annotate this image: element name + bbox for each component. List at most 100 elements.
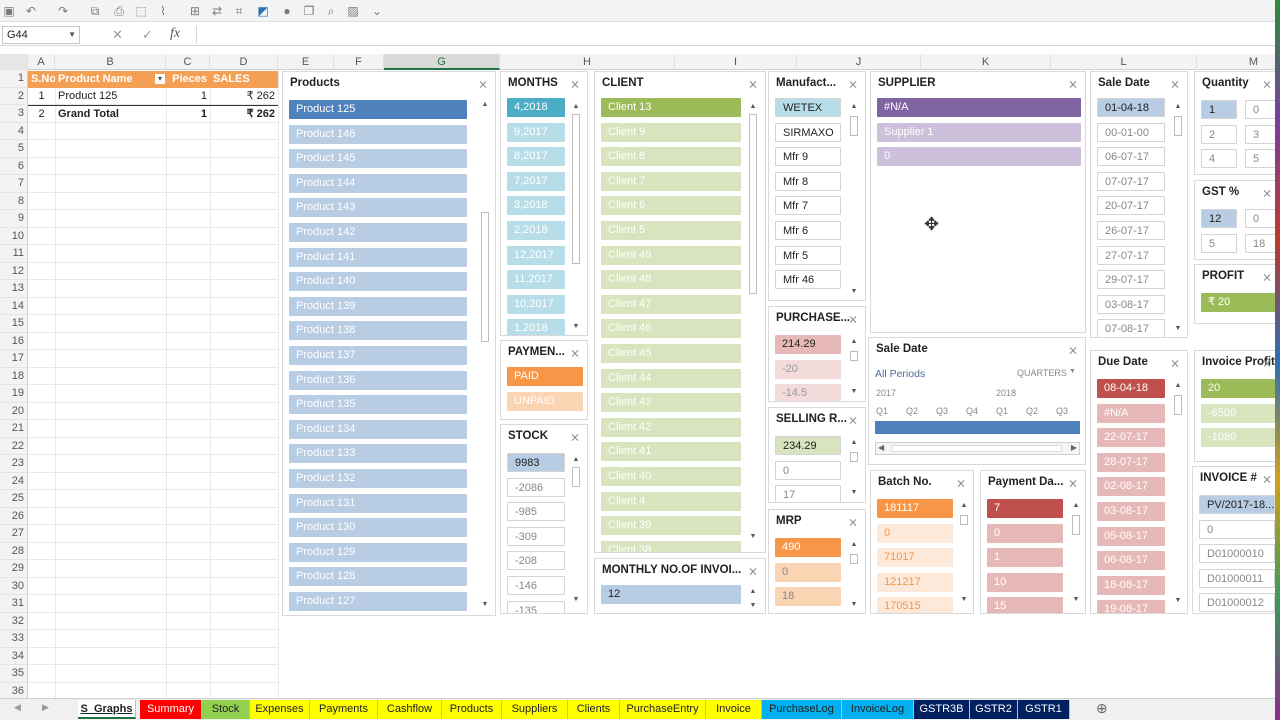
timeline-scrollbar[interactable]: ◀ ▶ xyxy=(875,442,1080,455)
scroll-down-icon[interactable]: ▼ xyxy=(1174,325,1182,332)
scroll-up-icon[interactable]: ▲ xyxy=(850,541,858,548)
row-header[interactable]: 11 xyxy=(0,245,28,263)
slicer-scrollbar[interactable]: ▲ ▼ xyxy=(959,501,969,605)
slicer-item[interactable]: Product 142 xyxy=(289,223,467,242)
row-header[interactable]: 10 xyxy=(0,228,28,245)
slicer-item[interactable]: 06-08-17 xyxy=(1097,551,1165,571)
row-header[interactable]: 21 xyxy=(0,420,28,438)
slicer-item[interactable]: -309 xyxy=(507,526,565,546)
slicer-item[interactable]: Client 6 xyxy=(601,196,741,216)
scroll-up-icon[interactable]: ▲ xyxy=(850,439,858,446)
slicer-item[interactable]: 10 xyxy=(987,572,1063,592)
clear-filter-icon[interactable]: ⨯ xyxy=(1261,356,1272,370)
row-header[interactable]: 9 xyxy=(0,210,28,228)
name-box[interactable]: G44 ▼ xyxy=(2,26,80,44)
clear-filter-icon[interactable]: ⨯ xyxy=(569,77,580,91)
scroll-thumb[interactable] xyxy=(572,114,580,264)
col-header[interactable]: H xyxy=(500,54,675,70)
col-header[interactable]: K xyxy=(921,54,1051,70)
cancel-icon[interactable]: ✕ xyxy=(112,27,123,42)
slicer-item[interactable]: Product 128 xyxy=(289,567,467,587)
scroll-up-icon[interactable]: ▲ xyxy=(481,101,489,108)
slicer-item[interactable]: 0 xyxy=(1245,100,1279,119)
slicer-item[interactable]: 2 xyxy=(1201,124,1237,144)
slicer-item[interactable]: Product 140 xyxy=(289,272,467,292)
scroll-up-icon[interactable]: ▲ xyxy=(850,103,858,110)
row-header[interactable]: 20 xyxy=(0,403,28,420)
quarter-label[interactable]: Q3 xyxy=(936,406,949,416)
slicer-item[interactable]: -6500 xyxy=(1201,403,1277,423)
scroll-down-icon[interactable]: ▼ xyxy=(749,602,757,609)
slicer-item[interactable]: 15 xyxy=(987,597,1063,613)
slicer-item[interactable]: 170515 xyxy=(877,597,953,613)
slicer-item[interactable]: -1080 xyxy=(1201,428,1277,448)
slicer-item[interactable]: WETEX xyxy=(775,98,841,117)
slicer-item[interactable]: Client 42 xyxy=(601,417,741,437)
clear-filter-icon[interactable]: ⨯ xyxy=(1261,77,1272,91)
slicer-item[interactable]: 0 xyxy=(1199,519,1275,539)
sheet-tab[interactable]: PurchaseEntry xyxy=(620,700,706,719)
screenshot-icon[interactable]: ◩ xyxy=(257,4,269,18)
scroll-up-icon[interactable]: ▲ xyxy=(960,502,968,509)
row-header[interactable]: 12 xyxy=(0,263,28,280)
slicer-scrollbar[interactable]: ▲ ▼ xyxy=(748,102,758,542)
slicer-item[interactable]: Client 49 xyxy=(601,245,741,265)
slicer-item[interactable]: 234.29 xyxy=(775,436,841,455)
row-header[interactable]: 25 xyxy=(0,490,28,508)
slicer-item[interactable]: Client 45 xyxy=(601,344,741,363)
scroll-down-icon[interactable]: ▼ xyxy=(572,596,580,603)
scroll-thumb[interactable] xyxy=(749,114,757,294)
formula-input[interactable] xyxy=(196,26,1276,44)
slicer-item[interactable]: 05-08-17 xyxy=(1097,526,1165,546)
slicer-item[interactable]: Product 143 xyxy=(289,198,467,218)
slicer-item[interactable]: Product 125 xyxy=(289,100,467,119)
slicer-item[interactable]: 07-08-17 xyxy=(1097,319,1165,337)
row-header[interactable]: 27 xyxy=(0,525,28,543)
slicer-item[interactable]: 20-07-17 xyxy=(1097,196,1165,216)
sheet-tab[interactable]: Stock xyxy=(202,700,250,719)
slicer-item[interactable]: Client 39 xyxy=(601,516,741,536)
slicer-item[interactable]: PAID xyxy=(507,367,583,386)
slicer-item[interactable]: 490 xyxy=(775,538,841,557)
slicer-item[interactable]: 1 xyxy=(987,548,1063,568)
slicer-item[interactable]: 26-07-17 xyxy=(1097,221,1165,240)
slicer-item[interactable]: Product 135 xyxy=(289,395,467,415)
col-header[interactable]: M xyxy=(1197,54,1280,70)
col-header[interactable]: D xyxy=(210,54,278,70)
sheet-tab[interactable]: S_Graphs xyxy=(78,700,136,719)
col-header[interactable]: B xyxy=(55,54,166,70)
row-header[interactable]: 3 xyxy=(0,105,28,123)
row-header[interactable]: 33 xyxy=(0,630,28,648)
function-icon[interactable]: fx xyxy=(170,26,181,41)
print-icon[interactable]: ⎙ xyxy=(114,4,124,18)
scroll-thumb[interactable] xyxy=(572,467,580,487)
slicer-item[interactable]: 214.29 xyxy=(775,335,841,354)
slicer-item[interactable]: 12,2017 xyxy=(507,245,565,265)
slicer-item[interactable]: 22-07-17 xyxy=(1097,428,1165,448)
quarter-label[interactable]: Q4 xyxy=(966,406,979,416)
sheet-tab[interactable]: Suppliers xyxy=(502,700,568,719)
slicer-scrollbar[interactable]: ▲ ▼ xyxy=(849,337,859,397)
slicer-item[interactable]: 181117 xyxy=(877,499,953,518)
scroll-left-icon[interactable]: ◀ xyxy=(878,443,885,452)
scroll-thumb[interactable] xyxy=(960,515,968,525)
sheet-tab[interactable]: Expenses xyxy=(250,700,310,719)
row-header[interactable]: 19 xyxy=(0,385,28,403)
clear-filter-icon[interactable]: ⨯ xyxy=(569,430,580,444)
quarter-label[interactable]: Q2 xyxy=(906,406,919,416)
slicer-item[interactable]: Product 129 xyxy=(289,542,467,562)
slicer-item[interactable]: 4,2018 xyxy=(507,98,565,117)
slicer-item[interactable]: 28-07-17 xyxy=(1097,452,1165,472)
quarter-label[interactable]: Q3 xyxy=(1056,406,1069,416)
scroll-down-icon[interactable]: ▼ xyxy=(1072,596,1080,603)
slicer-item[interactable]: 9983 xyxy=(507,453,565,472)
slicer-item[interactable]: 5 xyxy=(1201,233,1237,253)
select-all-corner[interactable] xyxy=(0,54,28,70)
quarter-label[interactable]: Q2 xyxy=(1026,406,1039,416)
row-header[interactable]: 13 xyxy=(0,280,28,298)
slicer-item[interactable]: 1,2018 xyxy=(507,319,565,335)
slicer-item[interactable]: 27-07-17 xyxy=(1097,245,1165,265)
clear-filter-icon[interactable]: ⨯ xyxy=(847,515,858,529)
clear-filter-icon[interactable]: ⨯ xyxy=(1261,472,1272,486)
clear-filter-icon[interactable]: ⨯ xyxy=(955,476,966,490)
